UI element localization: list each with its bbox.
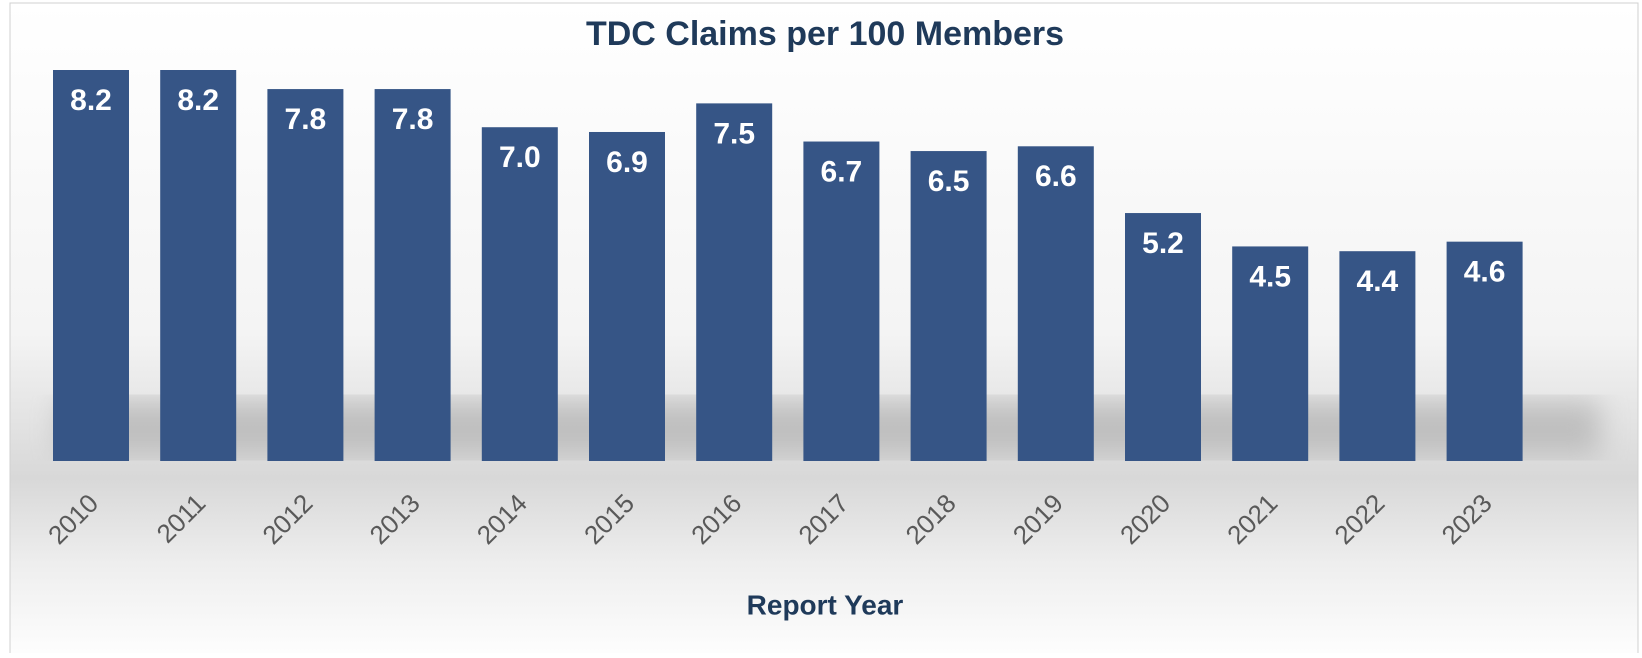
bar bbox=[53, 70, 129, 461]
bar bbox=[374, 89, 451, 461]
data-label: 8.2 bbox=[70, 84, 112, 117]
chart-title: TDC Claims per 100 Members bbox=[586, 15, 1064, 53]
data-label: 6.7 bbox=[821, 155, 863, 188]
bar bbox=[1125, 213, 1201, 461]
data-label: 7.8 bbox=[392, 103, 434, 136]
data-label: 6.6 bbox=[1035, 160, 1077, 193]
bar bbox=[589, 131, 665, 462]
data-label: 5.2 bbox=[1142, 227, 1184, 260]
bar bbox=[1017, 146, 1094, 462]
data-label: 4.5 bbox=[1249, 260, 1291, 293]
data-label: 8.2 bbox=[177, 84, 219, 117]
data-label: 4.4 bbox=[1357, 265, 1399, 298]
bar bbox=[910, 151, 987, 461]
data-label: 7.8 bbox=[285, 103, 327, 136]
data-label: 4.6 bbox=[1464, 256, 1506, 289]
bar bbox=[1446, 241, 1523, 461]
bar bbox=[267, 89, 344, 461]
data-label: 7.5 bbox=[713, 117, 755, 150]
x-axis-title: Report Year bbox=[747, 589, 904, 620]
bar bbox=[481, 127, 558, 461]
data-label: 6.9 bbox=[606, 146, 648, 179]
bar bbox=[1339, 251, 1416, 461]
data-label: 6.5 bbox=[928, 165, 970, 198]
bar bbox=[1232, 246, 1309, 461]
data-label: 7.0 bbox=[499, 141, 541, 174]
bar bbox=[696, 103, 773, 461]
bar bbox=[160, 70, 237, 461]
bar bbox=[803, 141, 880, 461]
